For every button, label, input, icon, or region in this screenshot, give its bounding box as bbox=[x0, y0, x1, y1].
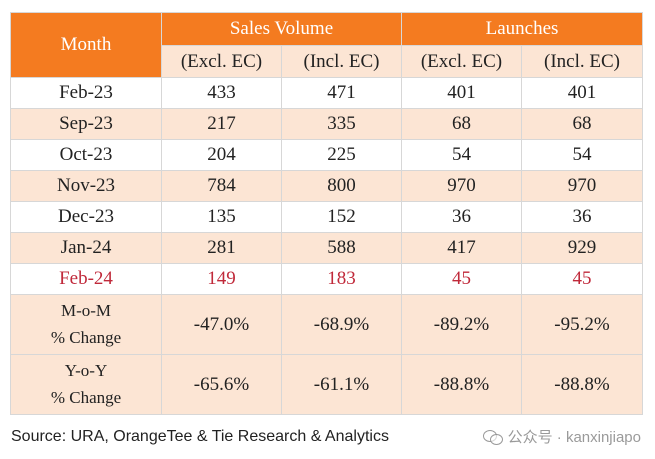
table-cell: 929 bbox=[521, 232, 643, 264]
table-cell: 401 bbox=[401, 77, 522, 109]
launches-header: Launches bbox=[401, 12, 643, 46]
table-cell: 588 bbox=[281, 232, 402, 264]
table-cell: 970 bbox=[521, 170, 643, 202]
yoy-label-bottom: % Change bbox=[50, 387, 122, 407]
mom-change-row: M-o-M % Change -47.0% -68.9% -89.2% -95.… bbox=[10, 294, 643, 355]
row-month: Oct-23 bbox=[10, 139, 162, 171]
table-cell: 183 bbox=[281, 263, 402, 295]
sub-header-launches-excl-ec: (Excl. EC) bbox=[401, 45, 522, 78]
table-cell: 970 bbox=[401, 170, 522, 202]
table-row: Feb-23 433 471 401 401 bbox=[10, 77, 643, 109]
table-row: Jan-24 281 588 417 929 bbox=[10, 232, 643, 264]
table-cell: 335 bbox=[281, 108, 402, 140]
row-month: Sep-23 bbox=[10, 108, 162, 140]
table-cell: 225 bbox=[281, 139, 402, 171]
sales-table-container: Month Sales Volume Launches (Excl. EC) (… bbox=[10, 12, 643, 415]
mom-label-bottom: % Change bbox=[50, 327, 122, 347]
table-cell: 45 bbox=[401, 263, 522, 295]
row-month: Dec-23 bbox=[10, 201, 162, 233]
yoy-label: Y-o-Y % Change bbox=[10, 354, 162, 415]
mom-label-top: M-o-M bbox=[60, 301, 112, 321]
table-cell: -47.0% bbox=[161, 294, 282, 355]
table-row: Dec-23 135 152 36 36 bbox=[10, 201, 643, 233]
mom-label: M-o-M % Change bbox=[10, 294, 162, 355]
table-cell: 68 bbox=[401, 108, 522, 140]
table-cell: -89.2% bbox=[401, 294, 522, 355]
sub-header-sales-excl-ec: (Excl. EC) bbox=[161, 45, 282, 78]
yoy-change-row: Y-o-Y % Change -65.6% -61.1% -88.8% -88.… bbox=[10, 354, 643, 415]
table-row-current: Feb-24 149 183 45 45 bbox=[10, 263, 643, 295]
sales-launches-table: Month Sales Volume Launches (Excl. EC) (… bbox=[10, 12, 643, 415]
sub-header-launches-incl-ec: (Incl. EC) bbox=[521, 45, 643, 78]
table-cell: 54 bbox=[521, 139, 643, 171]
table-cell: -88.8% bbox=[521, 354, 643, 415]
table-cell: 152 bbox=[281, 201, 402, 233]
watermark: 公众号 · kanxinjiapo bbox=[482, 426, 641, 447]
row-month: Feb-24 bbox=[10, 263, 162, 295]
table-cell: -61.1% bbox=[281, 354, 402, 415]
table-cell: 217 bbox=[161, 108, 282, 140]
table-cell: 401 bbox=[521, 77, 643, 109]
table-cell: -65.6% bbox=[161, 354, 282, 415]
table-cell: 36 bbox=[521, 201, 643, 233]
table-cell: 54 bbox=[401, 139, 522, 171]
table-cell: -68.9% bbox=[281, 294, 402, 355]
source-caption: Source: URA, OrangeTee & Tie Research & … bbox=[11, 428, 389, 445]
table-cell: 471 bbox=[281, 77, 402, 109]
wechat-icon bbox=[482, 429, 503, 445]
table-cell: 784 bbox=[161, 170, 282, 202]
table-cell: 45 bbox=[521, 263, 643, 295]
table-row: Oct-23 204 225 54 54 bbox=[10, 139, 643, 171]
table-cell: 204 bbox=[161, 139, 282, 171]
table-cell: 800 bbox=[281, 170, 402, 202]
table-cell: -88.8% bbox=[401, 354, 522, 415]
row-month: Feb-23 bbox=[10, 77, 162, 109]
table-cell: 149 bbox=[161, 263, 282, 295]
table-cell: 433 bbox=[161, 77, 282, 109]
table-cell: 417 bbox=[401, 232, 522, 264]
table-cell: -95.2% bbox=[521, 294, 643, 355]
table-cell: 135 bbox=[161, 201, 282, 233]
sales-volume-header: Sales Volume bbox=[161, 12, 402, 46]
table-cell: 281 bbox=[161, 232, 282, 264]
table-cell: 36 bbox=[401, 201, 522, 233]
yoy-label-top: Y-o-Y bbox=[64, 361, 108, 381]
row-month: Jan-24 bbox=[10, 232, 162, 264]
month-header: Month bbox=[10, 12, 162, 78]
table-row: Nov-23 784 800 970 970 bbox=[10, 170, 643, 202]
table-cell: 68 bbox=[521, 108, 643, 140]
table-row: Sep-23 217 335 68 68 bbox=[10, 108, 643, 140]
watermark-text: 公众号 · kanxinjiapo bbox=[507, 429, 641, 446]
row-month: Nov-23 bbox=[10, 170, 162, 202]
sub-header-sales-incl-ec: (Incl. EC) bbox=[281, 45, 402, 78]
